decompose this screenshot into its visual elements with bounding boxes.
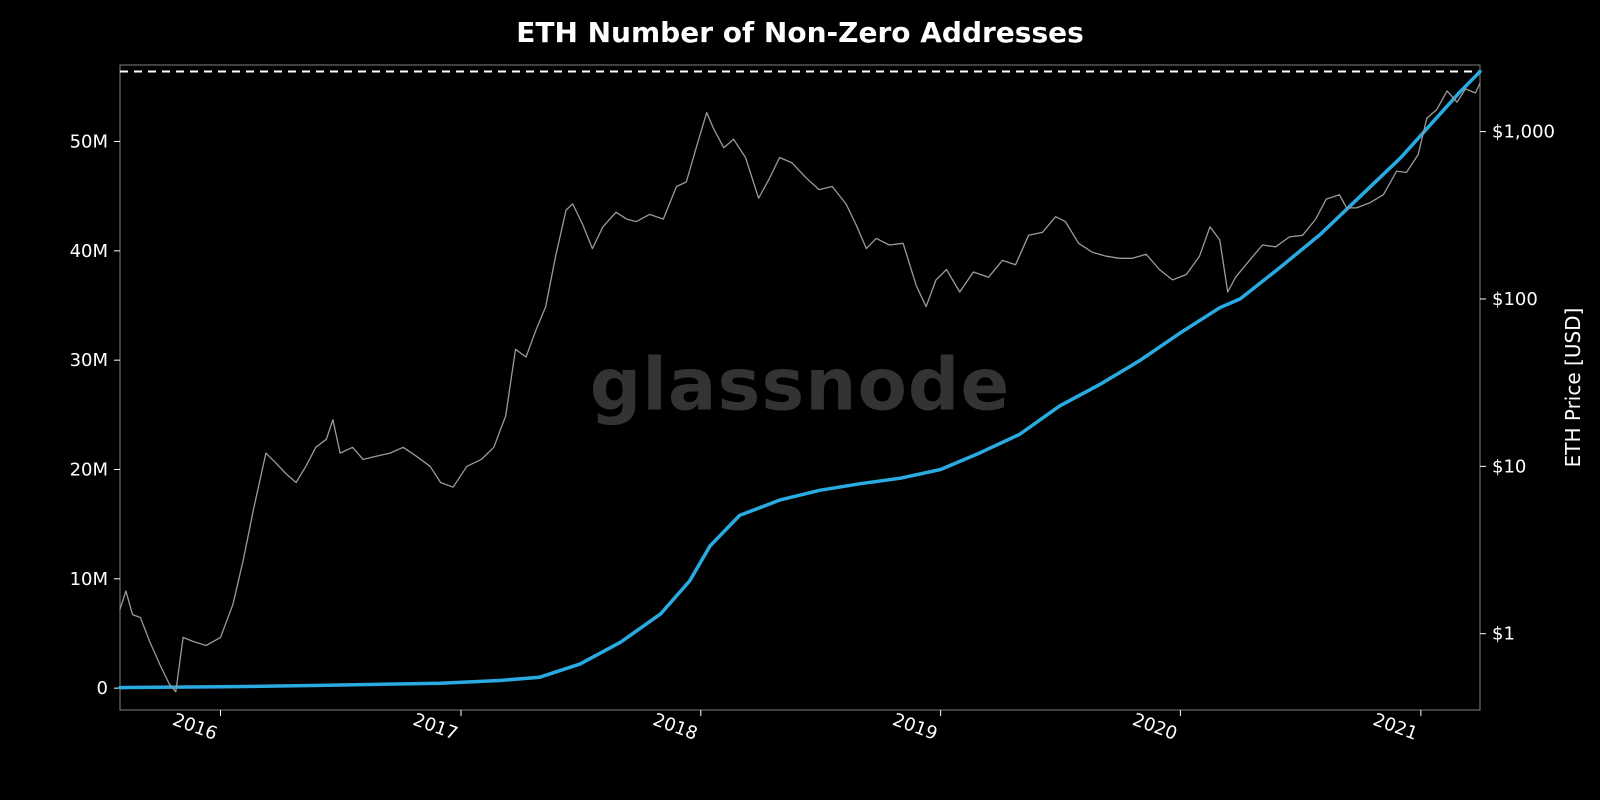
chart-container: ETH Number of Non-Zero Addresses glassno… xyxy=(0,0,1600,800)
svg-text:2016: 2016 xyxy=(170,709,220,744)
svg-text:$100: $100 xyxy=(1492,289,1538,310)
svg-text:$1,000: $1,000 xyxy=(1492,122,1555,143)
svg-text:ETH Price [USD]: ETH Price [USD] xyxy=(1561,308,1585,468)
svg-text:20M: 20M xyxy=(70,459,108,480)
svg-text:glassnode: glassnode xyxy=(590,343,1011,427)
svg-text:0: 0 xyxy=(97,678,108,699)
svg-text:2018: 2018 xyxy=(650,709,700,744)
svg-text:30M: 30M xyxy=(70,350,108,371)
svg-text:2017: 2017 xyxy=(410,709,460,744)
svg-text:50M: 50M xyxy=(70,132,108,153)
svg-text:2021: 2021 xyxy=(1370,709,1420,744)
svg-text:2019: 2019 xyxy=(890,709,940,744)
chart-svg: glassnode 0 10M 20M 30M 40M 50M $1 $10 $100 $1,000… xyxy=(0,0,1600,800)
svg-text:40M: 40M xyxy=(70,241,108,262)
svg-text:10M: 10M xyxy=(70,569,108,590)
svg-text:$1: $1 xyxy=(1492,624,1515,645)
svg-text:2020: 2020 xyxy=(1130,709,1180,744)
svg-text:$10: $10 xyxy=(1492,456,1526,477)
